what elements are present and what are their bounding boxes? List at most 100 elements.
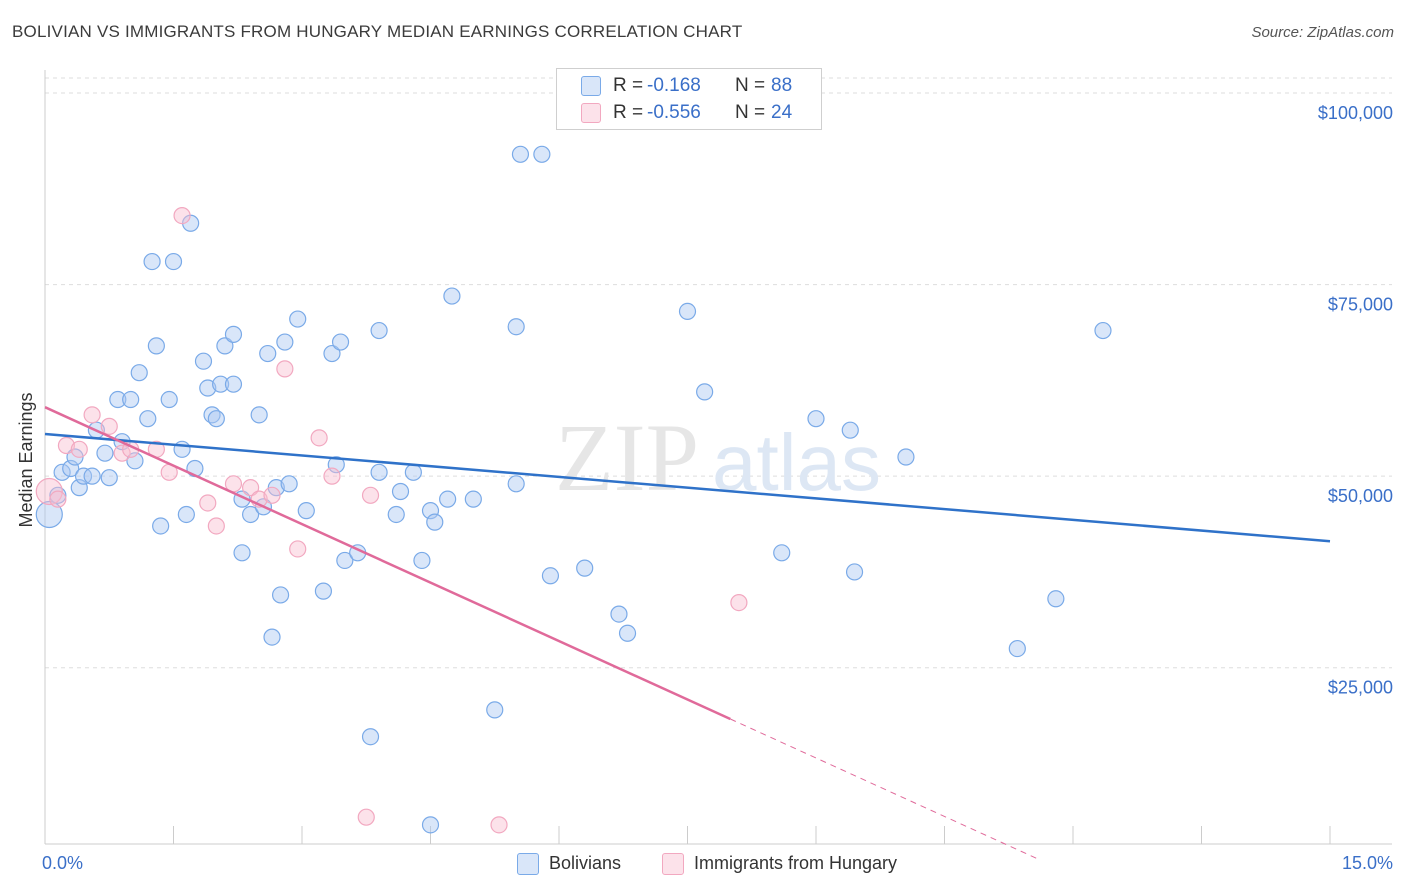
point-bolivians: [696, 383, 714, 401]
point-bolivians: [152, 517, 170, 535]
point-hungary: [113, 444, 131, 462]
point-bolivians: [177, 505, 195, 524]
point-hungary: [199, 494, 217, 512]
point-bolivians: [464, 490, 482, 508]
y-tick-label: $75,000: [1328, 295, 1393, 315]
point-bolivians: [83, 467, 101, 485]
stats-legend: R = -0.168 N = 88 R = -0.556 N = 24: [556, 68, 822, 130]
legend-n-label: N =: [735, 102, 766, 123]
point-bolivians: [96, 444, 114, 462]
legend-n-value: 24: [771, 102, 793, 123]
point-bolivians: [331, 333, 350, 351]
point-bolivians: [361, 728, 380, 746]
point-bolivians: [541, 567, 560, 585]
point-bolivians: [233, 544, 251, 562]
point-hungary: [49, 490, 67, 508]
point-hungary: [242, 479, 260, 497]
bottom-legend-label: Bolivians: [549, 853, 622, 873]
point-bolivians: [387, 505, 405, 524]
trend-line-hungary-extension: [730, 718, 1039, 860]
point-hungary: [357, 808, 375, 826]
point-bolivians: [139, 410, 157, 428]
point-bolivians: [533, 145, 551, 163]
point-bolivians: [618, 624, 637, 642]
point-bolivians: [280, 475, 298, 493]
trend-lines: [44, 406, 1331, 860]
chart-title: BOLIVIAN VS IMMIGRANTS FROM HUNGARY MEDI…: [12, 22, 743, 41]
point-bolivians: [507, 318, 525, 336]
point-bolivians: [109, 390, 127, 409]
point-bolivians: [391, 482, 410, 501]
point-bolivians: [207, 410, 225, 428]
point-bolivians: [336, 551, 354, 570]
y-axis-label: Median Earnings: [16, 392, 36, 527]
point-bolivians: [143, 252, 161, 271]
legend-r-value: -0.168: [647, 75, 701, 96]
point-bolivians: [511, 145, 530, 163]
point-bolivians: [276, 333, 294, 351]
point-hungary: [323, 467, 341, 485]
legend-swatch-hungary: [581, 103, 601, 123]
point-bolivians: [212, 375, 230, 393]
legend-r-label: R =: [613, 102, 644, 123]
point-bolivians: [224, 375, 243, 393]
point-bolivians: [160, 390, 178, 409]
axes: [44, 70, 1392, 845]
axis-labels: $25,000 $50,000 $75,000 $100,000 0.0% 15.0% Me…: [16, 103, 1393, 873]
trend-line-bolivians: [44, 432, 1331, 543]
point-bolivians: [314, 582, 333, 600]
watermark-zip: ZIP: [555, 404, 699, 511]
y-tick-label: $25,000: [1328, 678, 1393, 698]
point-bolivians: [263, 628, 281, 646]
gridlines: [45, 77, 1392, 669]
point-bolivians: [486, 701, 504, 719]
point-bolivians: [250, 406, 268, 424]
point-hungary: [83, 406, 101, 424]
point-bolivians: [897, 448, 915, 466]
point-bolivians: [164, 252, 183, 271]
point-bolivians: [289, 310, 307, 328]
point-bolivians: [242, 505, 260, 524]
point-bolivians: [439, 490, 457, 508]
bottom-legend-swatch-hungary: [662, 853, 684, 875]
point-bolivians: [773, 544, 791, 562]
point-hungary: [361, 486, 380, 504]
point-bolivians: [224, 325, 243, 343]
point-bolivians: [1047, 590, 1065, 608]
legend-r-label: R =: [613, 75, 644, 96]
point-bolivians: [122, 390, 140, 409]
legend-swatch-bolivians: [581, 76, 601, 96]
point-hungary: [70, 440, 88, 458]
point-bolivians: [297, 502, 315, 520]
point-bolivians: [199, 379, 217, 397]
point-bolivians: [845, 563, 864, 581]
point-hungary: [173, 207, 191, 225]
point-hungary: [35, 477, 63, 506]
point-bolivians: [507, 475, 525, 493]
point-bolivians: [147, 337, 165, 355]
point-bolivians: [404, 463, 422, 481]
point-bolivians: [413, 551, 431, 570]
legend-n-value: 88: [771, 75, 793, 96]
point-bolivians: [194, 352, 213, 370]
point-bolivians: [421, 816, 440, 834]
x-tick-label-max: 15.0%: [1342, 853, 1393, 873]
point-hungary: [100, 417, 118, 435]
point-hungary: [730, 594, 748, 612]
point-hungary: [57, 436, 76, 455]
point-bolivians: [576, 559, 594, 577]
y-tick-label: $100,000: [1318, 103, 1393, 123]
point-hungary: [310, 429, 328, 447]
point-bolivians: [370, 321, 388, 340]
y-tick-label: $50,000: [1328, 486, 1393, 506]
point-bolivians: [35, 500, 63, 529]
bottom-legend-swatch-bolivians: [517, 853, 539, 875]
point-bolivians: [271, 586, 290, 604]
point-bolivians: [426, 513, 444, 531]
point-bolivians: [443, 287, 461, 305]
point-bolivians: [53, 463, 71, 481]
point-bolivians: [130, 364, 148, 382]
data-points: [35, 145, 1112, 834]
point-bolivians: [841, 421, 859, 439]
